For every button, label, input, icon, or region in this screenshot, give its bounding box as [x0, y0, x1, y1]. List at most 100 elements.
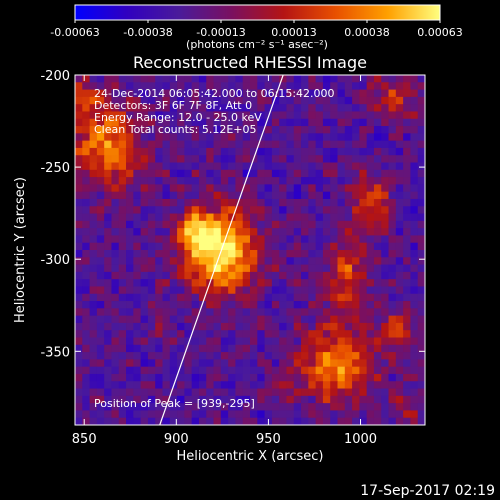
heatmap-cell [315, 344, 324, 353]
heatmap-cell [293, 293, 302, 302]
heatmap-cell [213, 118, 222, 127]
heatmap-cell [118, 308, 127, 317]
heatmap-cell [264, 191, 273, 200]
heatmap-cell [169, 220, 178, 229]
heatmap-cell [286, 147, 295, 156]
heatmap-cell [213, 89, 222, 98]
heatmap-cell [308, 169, 317, 178]
heatmap-cell [198, 89, 207, 98]
heatmap-cell [308, 75, 317, 83]
heatmap-cell [104, 330, 112, 338]
heatmap-cell [147, 198, 156, 207]
heatmap-cell [366, 373, 375, 382]
heatmap-cell [96, 322, 105, 331]
heatmap-cell [417, 373, 425, 382]
heatmap-cell [184, 155, 193, 163]
heatmap-cell [352, 373, 360, 382]
heatmap-cell [257, 271, 265, 280]
heatmap-cell [301, 235, 309, 244]
heatmap-cell [344, 169, 353, 178]
heatmap-cell [198, 242, 207, 251]
heatmap-cell [228, 220, 236, 229]
heatmap-cell [126, 322, 134, 331]
heatmap-cell [264, 373, 273, 382]
heatmap-cell [96, 315, 105, 324]
heatmap-cell [417, 126, 425, 134]
heatmap-cell [344, 293, 353, 302]
heatmap-cell [403, 177, 411, 185]
heatmap-cell [388, 250, 397, 258]
heatmap-cell [126, 344, 134, 353]
heatmap-cell [140, 140, 149, 149]
heatmap-cell [395, 366, 404, 375]
heatmap-cell [388, 403, 397, 411]
heatmap-cell [111, 279, 120, 287]
heatmap-cell [395, 286, 404, 295]
annotation-line: 24-Dec-2014 06:05:42.000 to 06:15:42.000 [94, 87, 335, 100]
heatmap-cell [104, 162, 112, 171]
heatmap-cell [242, 213, 251, 222]
heatmap-cell [235, 133, 244, 142]
heatmap-cell [301, 308, 309, 317]
heatmap-cell [381, 279, 389, 287]
heatmap-cell [366, 235, 375, 244]
heatmap-cell [410, 366, 419, 375]
heatmap-cell [308, 293, 317, 302]
heatmap-cell [410, 395, 419, 404]
heatmap-cell [147, 417, 156, 425]
heatmap-cell [133, 366, 142, 375]
heatmap-cell [337, 191, 346, 200]
heatmap-cell [410, 220, 419, 229]
heatmap-cell [228, 184, 236, 193]
heatmap-cell [373, 235, 382, 244]
heatmap-cell [330, 191, 338, 200]
heatmap-cell [257, 155, 265, 163]
heatmap-cell [228, 250, 236, 258]
heatmap-cell [257, 89, 265, 98]
heatmap-cell [257, 184, 265, 193]
heatmap-cell [359, 250, 368, 258]
heatmap-cell [271, 235, 280, 244]
heatmap-cell [417, 82, 425, 90]
heatmap-cell [293, 228, 302, 236]
heatmap-cell [315, 177, 324, 185]
heatmap-cell [206, 104, 214, 112]
heatmap-cell [403, 381, 411, 389]
heatmap-cell [133, 89, 142, 98]
heatmap-cell [111, 344, 120, 353]
heatmap-cell [220, 206, 229, 214]
heatmap-cell [155, 206, 163, 214]
heatmap-cell [213, 322, 222, 331]
heatmap-cell [373, 403, 382, 411]
heatmap-cell [75, 242, 83, 251]
heatmap-cell [104, 191, 112, 200]
heatmap-cell [191, 395, 200, 404]
heatmap-cell [322, 271, 331, 280]
heatmap-cell [264, 242, 273, 251]
heatmap-cell [228, 373, 236, 382]
heatmap-cell [403, 89, 411, 98]
heatmap-cell [352, 228, 360, 236]
heatmap-cell [250, 330, 258, 338]
heatmap-cell [89, 264, 98, 273]
heatmap-cell [264, 301, 273, 309]
heatmap-cell [242, 184, 251, 193]
heatmap-cell [75, 410, 83, 419]
heatmap-cell [147, 257, 156, 265]
heatmap-cell [96, 89, 105, 98]
heatmap-cell [359, 191, 368, 200]
heatmap-cell [315, 169, 324, 178]
heatmap-cell [191, 206, 200, 214]
heatmap-cell [111, 155, 120, 163]
heatmap-cell [308, 184, 317, 193]
heatmap-cell [359, 118, 368, 127]
heatmap-cell [111, 198, 120, 207]
heatmap-cell [417, 271, 425, 280]
heatmap-cell [220, 191, 229, 200]
heatmap-cell [206, 322, 214, 331]
heatmap-cell [403, 286, 411, 295]
heatmap-cell [126, 301, 134, 309]
heatmap-cell [264, 177, 273, 185]
heatmap-cell [293, 213, 302, 222]
heatmap-cell [388, 381, 397, 389]
